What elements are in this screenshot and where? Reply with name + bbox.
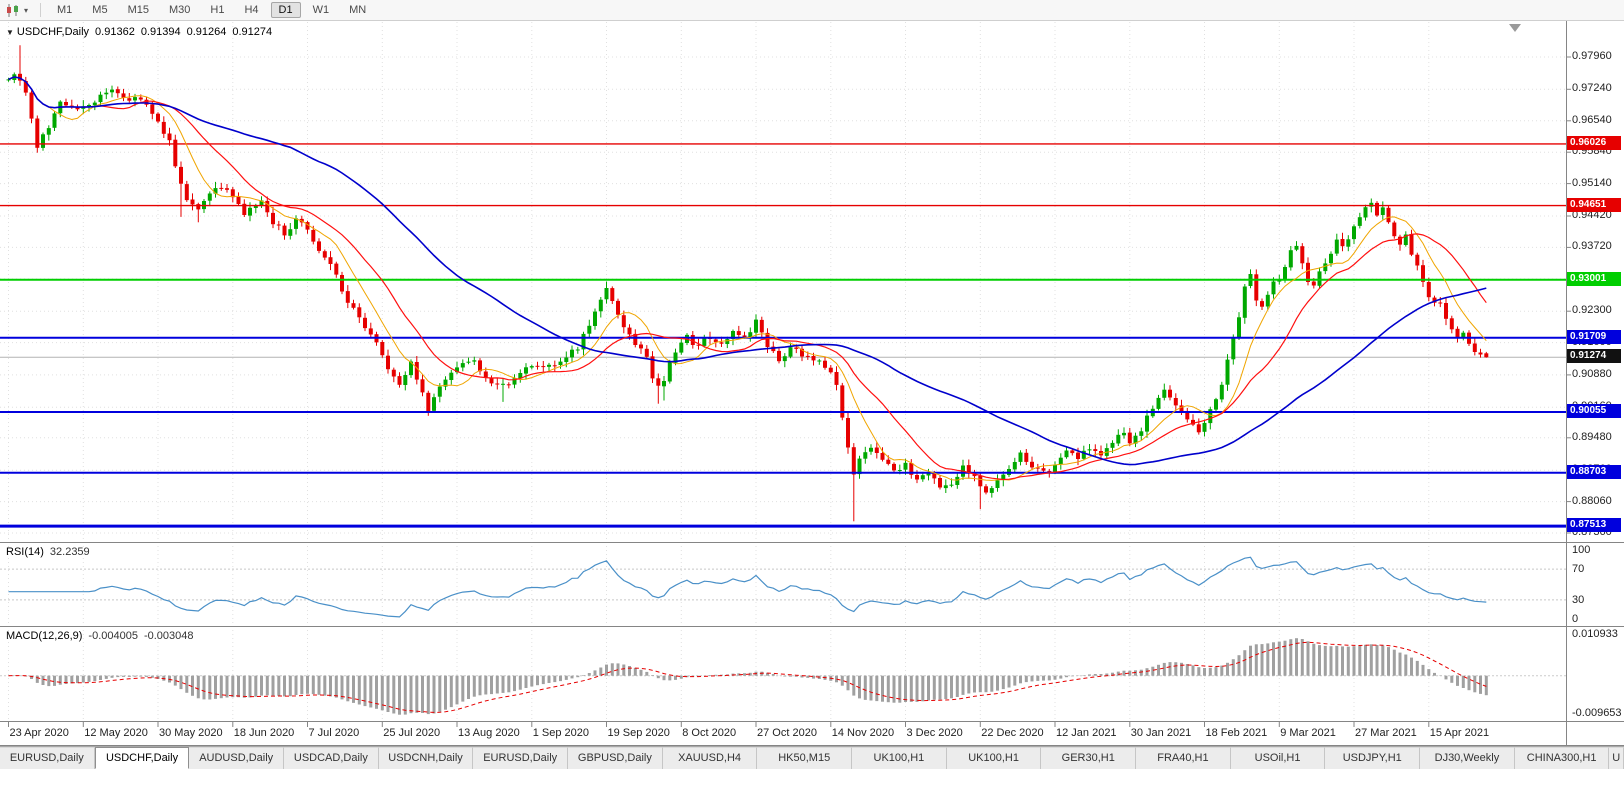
timeframe-button-m5[interactable]: M5 (92, 4, 108, 16)
chart-tab-6-gbpusd-daily[interactable]: GBPUSD,Daily (568, 747, 663, 769)
ma-line-slow (8, 76, 1487, 466)
chart-tab-12-fra40-h1[interactable]: FRA40,H1 (1136, 747, 1231, 769)
panel-borders (0, 21, 1624, 746)
rsi-line (8, 556, 1487, 618)
chart-tab-1-usdchf-daily[interactable]: USDCHF,Daily (94, 747, 190, 769)
chart-tab-bar: EURUSD,Daily USDCHF,Daily AUDUSD,Daily USDC… (0, 746, 1624, 769)
chart-tab-4-usdcnh-daily[interactable]: USDCNH,Daily (378, 747, 474, 769)
chart-tab-11-ger30-h1[interactable]: GER30,H1 (1041, 747, 1137, 769)
timeframe-button-w1[interactable]: W1 (312, 4, 330, 16)
timeframe-buttons: M1 M5 M15 M30 H1 H4 D1 W1 MN (49, 2, 374, 18)
macd-signal-line (8, 641, 1487, 713)
chart-type-dropdown-icon[interactable]: ▾ (24, 5, 29, 15)
ma-line-mid (8, 76, 1487, 481)
chart-shift-marker[interactable] (1509, 24, 1521, 32)
support-resistance-lines[interactable] (0, 143, 1566, 528)
timeframe-button-mn[interactable]: MN (349, 4, 367, 16)
chart-tab-5-eurusd-daily[interactable]: EURUSD,Daily (473, 747, 569, 769)
chart-tab-3-usdcad-daily[interactable]: USDCAD,Daily (284, 747, 379, 769)
chart-tab-8-hk50-m15[interactable]: HK50,M15 (757, 747, 853, 769)
timeframe-button-h4[interactable]: H4 (244, 4, 259, 16)
candlestick-series (6, 45, 1489, 522)
timeframe-button-d1[interactable]: D1 (270, 2, 301, 18)
timeframe-button-h1[interactable]: H1 (210, 4, 225, 16)
timeframe-button-m1[interactable]: M1 (57, 4, 73, 16)
chart-tab-10-uk100-h1[interactable]: UK100,H1 (946, 747, 1042, 769)
chart-tab-0-eurusd-daily[interactable]: EURUSD,Daily (0, 747, 95, 769)
ma-line-fast (8, 76, 1487, 481)
macd-histogram (12, 638, 1488, 715)
chart-tab-7-xauusd-h4[interactable]: XAUUSD,H4 (662, 747, 758, 769)
grid (0, 22, 1566, 720)
chart-tab-16-china300-h1[interactable]: CHINA300,H1 (1514, 747, 1610, 769)
toolbar-separator (40, 3, 42, 17)
chart-tab-14-usdjpy-h1[interactable]: USDJPY,H1 (1325, 747, 1421, 769)
timeframes-toolbar: ▾ M1 M5 M15 M30 H1 H4 D1 W1 MN (0, 0, 1624, 21)
chart-tab-17-u[interactable]: U (1609, 747, 1624, 769)
rsi-pane (0, 556, 1566, 618)
timeframe-button-m30[interactable]: M30 (168, 4, 191, 16)
chart-tab-2-audusd-daily[interactable]: AUDUSD,Daily (189, 747, 285, 769)
macd-pane (0, 638, 1566, 715)
chart-tab-13-usoil-h1[interactable]: USOil,H1 (1230, 747, 1326, 769)
chart-type-icon[interactable] (5, 2, 21, 18)
timeframe-button-m15[interactable]: M15 (127, 4, 149, 16)
chart-tab-9-uk100-h1[interactable]: UK100,H1 (852, 747, 947, 769)
chart-tab-15-dj30-weekly[interactable]: DJ30,Weekly (1420, 747, 1515, 769)
